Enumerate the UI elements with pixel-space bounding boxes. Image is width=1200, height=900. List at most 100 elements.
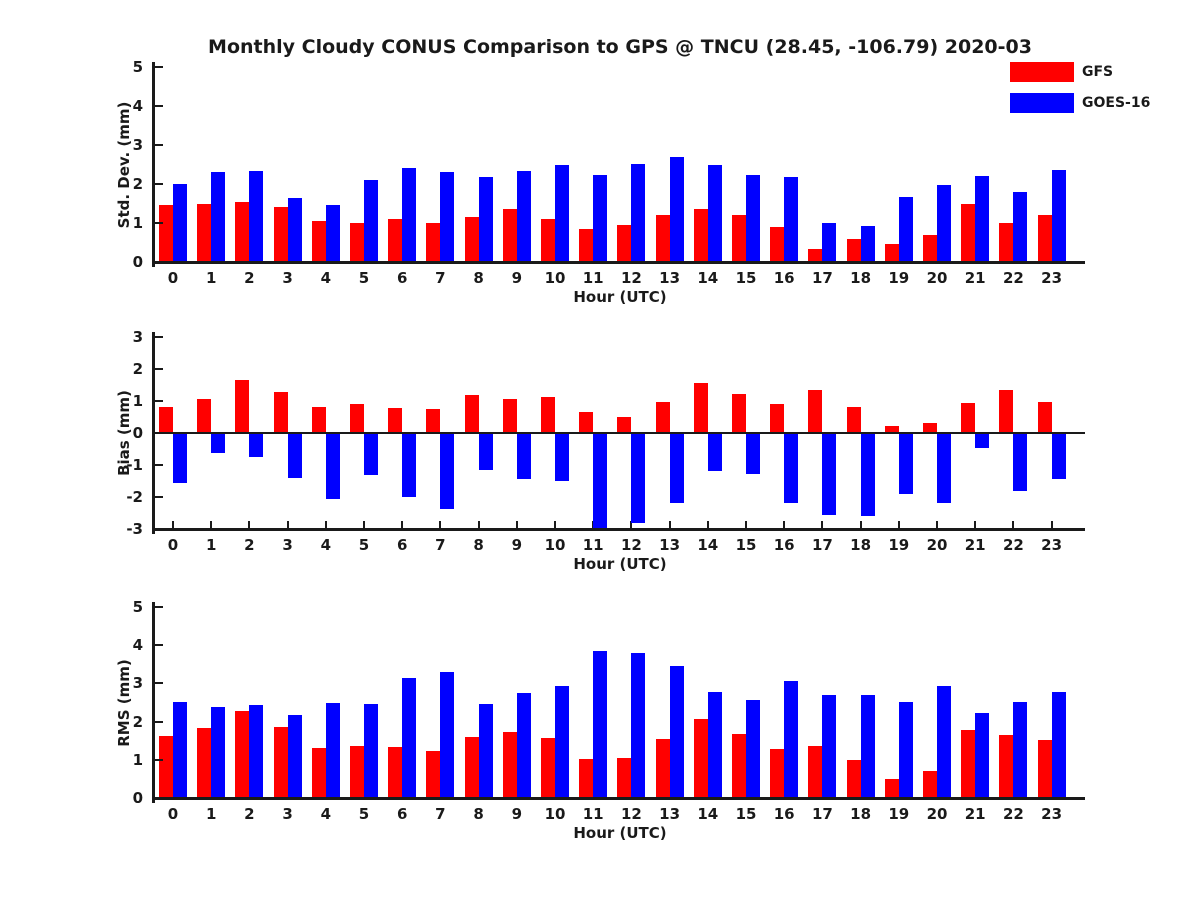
goes-16-bar <box>975 712 990 798</box>
x-tick-label: 21 <box>964 269 986 287</box>
gfs-bar <box>808 249 823 262</box>
gfs-bar <box>617 417 632 433</box>
x-tick-label: 1 <box>205 536 217 554</box>
y-tick-label: -2 <box>126 488 143 506</box>
x-tick-label: 0 <box>167 536 179 554</box>
goes-16-bar <box>555 164 569 262</box>
y-tick-label: 2 <box>132 175 143 193</box>
x-tick-mark <box>515 521 518 529</box>
goes-16-bar <box>860 433 875 517</box>
x-tick-label: 20 <box>926 536 948 554</box>
y-tick-mark <box>155 464 163 466</box>
x-tick-label: 8 <box>473 536 484 554</box>
goes-16-bar <box>440 172 455 262</box>
x-tick-label: 19 <box>888 269 910 287</box>
goes-16-bar <box>173 702 187 798</box>
rms-chart: RMS (mm) Hour (UTC) 0 1 2 3 4 5 0 1 2 3 4 5 6 7 8 9 10 11… <box>115 598 1085 842</box>
gfs-bar <box>311 406 326 433</box>
x-tick-label: 16 <box>773 536 795 554</box>
gfs-bar <box>693 209 708 262</box>
x-tick-label: 2 <box>244 269 255 287</box>
gfs-bar <box>770 404 785 433</box>
goes-16-bar <box>211 172 226 262</box>
goes-16-bar <box>631 652 646 798</box>
gfs-bar <box>846 239 861 262</box>
goes-16-bar <box>211 433 226 453</box>
goes-16-bar <box>707 164 722 262</box>
gfs-bar <box>388 747 403 798</box>
gfs-bar <box>999 223 1014 262</box>
x-tick-label: 11 <box>582 805 604 823</box>
gfs-bar <box>579 759 594 798</box>
goes-16-bar <box>516 171 531 262</box>
x-axis-label: Hour (UTC) <box>573 555 667 573</box>
x-tick-mark <box>897 521 900 529</box>
x-tick-label: 7 <box>435 536 446 554</box>
y-tick-label: 1 <box>132 214 143 232</box>
gfs-bar <box>426 751 441 798</box>
y-tick-label: 4 <box>132 636 143 655</box>
gfs-bar <box>159 407 173 433</box>
goes-16-bar <box>746 175 760 262</box>
x-tick-label: 12 <box>620 269 642 287</box>
gfs-bar <box>693 719 708 798</box>
gfs-color-swatch <box>1010 62 1074 82</box>
gfs-bar <box>464 395 479 433</box>
x-tick-mark <box>286 521 289 529</box>
gfs-bar <box>999 390 1014 433</box>
gfs-bar <box>1037 215 1052 262</box>
x-tick-label: 7 <box>435 269 446 287</box>
x-tick-label: 4 <box>320 269 332 287</box>
x-tick-label: 19 <box>888 805 910 823</box>
gfs-bar <box>884 425 899 433</box>
y-axis-label: RMS (mm) <box>115 658 133 747</box>
gfs-bar <box>961 730 976 798</box>
gfs-bar <box>732 215 746 262</box>
gfs-bar <box>502 398 517 433</box>
gfs-bar <box>273 392 288 433</box>
goes-16-bar <box>249 171 264 262</box>
x-tick-label: 17 <box>811 536 833 554</box>
x-tick-mark <box>210 521 213 529</box>
goes-16-bar <box>173 184 187 262</box>
goes-16-bar <box>822 433 837 516</box>
x-tick-mark <box>324 521 327 529</box>
x-tick-label: 22 <box>1002 536 1024 554</box>
gfs-bar <box>235 380 250 433</box>
y-tick-mark <box>155 183 163 185</box>
gfs-bar <box>350 746 364 798</box>
goes-16-bar <box>555 686 569 798</box>
x-tick-label: 9 <box>511 805 523 823</box>
gfs-bar <box>617 758 632 798</box>
x-axis-line <box>152 528 1085 531</box>
goes-16-bar <box>211 707 226 798</box>
x-tick-label: 1 <box>205 805 217 823</box>
y-tick-mark <box>155 105 163 107</box>
goes-16-bar <box>937 685 951 798</box>
x-axis-line <box>152 797 1085 800</box>
gfs-bar <box>732 394 746 433</box>
gfs-bar <box>426 409 441 433</box>
gfs-bar <box>235 710 250 798</box>
y-tick-label: -3 <box>126 520 143 538</box>
goes-16-bar <box>1013 433 1028 491</box>
goes-16-bar <box>440 671 455 798</box>
x-tick-label: 20 <box>926 269 948 287</box>
x-tick-label: 7 <box>435 805 446 823</box>
x-tick-mark <box>363 521 365 529</box>
goes-16-bar <box>402 678 417 798</box>
goes-16-bar <box>937 185 951 262</box>
gfs-bar <box>273 207 288 262</box>
x-tick-mark <box>248 521 251 529</box>
y-axis-line <box>152 62 155 267</box>
goes-16-bar <box>669 433 684 504</box>
gfs-bar <box>617 224 632 262</box>
x-tick-label: 17 <box>811 269 833 287</box>
x-tick-mark <box>783 521 786 529</box>
gfs-bar <box>693 382 708 433</box>
goes-16-bar <box>402 168 417 262</box>
goes-16-bar <box>746 433 760 474</box>
goes-16-bar <box>860 694 875 798</box>
goes-16-bar <box>325 433 340 499</box>
x-tick-label: 9 <box>511 269 523 287</box>
